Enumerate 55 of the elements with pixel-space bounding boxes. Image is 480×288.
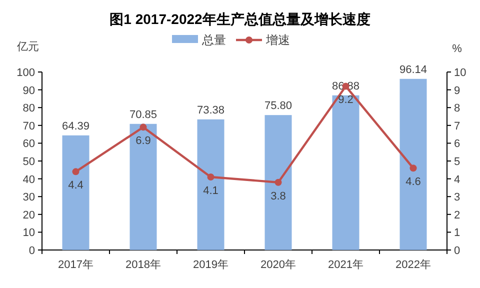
data-label: 6.9 xyxy=(136,135,151,148)
legend-label: 增速 xyxy=(265,33,290,47)
bar xyxy=(62,135,90,250)
x-tick-label: 2020年 xyxy=(260,259,296,271)
point xyxy=(72,168,80,176)
y2-tick-label: 2 xyxy=(454,209,460,222)
y2-tick-label: 8 xyxy=(454,102,460,115)
data-label: 4.1 xyxy=(203,185,218,198)
y-tick-label: 40 xyxy=(22,174,35,186)
y-tick-label: 60 xyxy=(22,138,35,150)
y-axis-title: 亿元 xyxy=(16,41,39,53)
x-tick-label: 2019年 xyxy=(193,259,228,271)
data-label: 70.85 xyxy=(129,108,158,121)
bar xyxy=(197,119,224,250)
y-tick-label: 90 xyxy=(22,84,35,97)
y-tick-label: 10 xyxy=(22,227,35,240)
y-tick-label: 80 xyxy=(22,102,35,115)
data-label: 96.14 xyxy=(399,64,428,76)
y2-tick-label: 6 xyxy=(454,138,460,150)
data-label: 75.80 xyxy=(264,100,292,112)
bar xyxy=(130,124,157,250)
point xyxy=(207,174,214,181)
point xyxy=(274,178,282,186)
bar xyxy=(332,95,360,250)
y2-tick-label: 4 xyxy=(454,174,460,186)
data-label: 4.6 xyxy=(406,176,421,188)
y2-axis-title: % xyxy=(452,43,462,55)
y2-tick-label: 5 xyxy=(454,156,460,168)
data-label: 9.2 xyxy=(338,94,354,106)
y2-tick-label: 0 xyxy=(454,245,460,257)
x-tick-label: 2017年 xyxy=(58,259,94,271)
chart-title: 图1 2017-2022年生产总值总量及增长速度 xyxy=(110,11,370,27)
legend-label: 总量 xyxy=(201,33,226,47)
y2-tick-label: 10 xyxy=(454,67,466,79)
y2-tick-label: 1 xyxy=(454,227,460,240)
y-tick-label: 50 xyxy=(22,156,35,168)
y-tick-label: 70 xyxy=(22,120,35,132)
bar xyxy=(400,78,427,250)
x-tick-label: 2018年 xyxy=(126,259,161,271)
data-label: 3.8 xyxy=(270,190,286,202)
data-label: 4.4 xyxy=(68,180,84,192)
bar xyxy=(264,115,292,250)
y2-tick-label: 3 xyxy=(454,192,460,204)
y-tick-label: 20 xyxy=(22,209,35,222)
x-tick-label: 2022年 xyxy=(396,259,431,271)
point xyxy=(410,164,417,172)
data-label: 73.38 xyxy=(196,104,225,116)
y-tick-label: 0 xyxy=(28,245,35,257)
data-label: 64.39 xyxy=(62,120,90,132)
y2-tick-label: 9 xyxy=(454,84,460,97)
y-tick-label: 30 xyxy=(22,192,35,204)
y-tick-label: 100 xyxy=(16,67,35,79)
point xyxy=(140,124,147,131)
x-tick-label: 2021年 xyxy=(328,259,364,271)
y2-tick-label: 7 xyxy=(454,120,460,132)
